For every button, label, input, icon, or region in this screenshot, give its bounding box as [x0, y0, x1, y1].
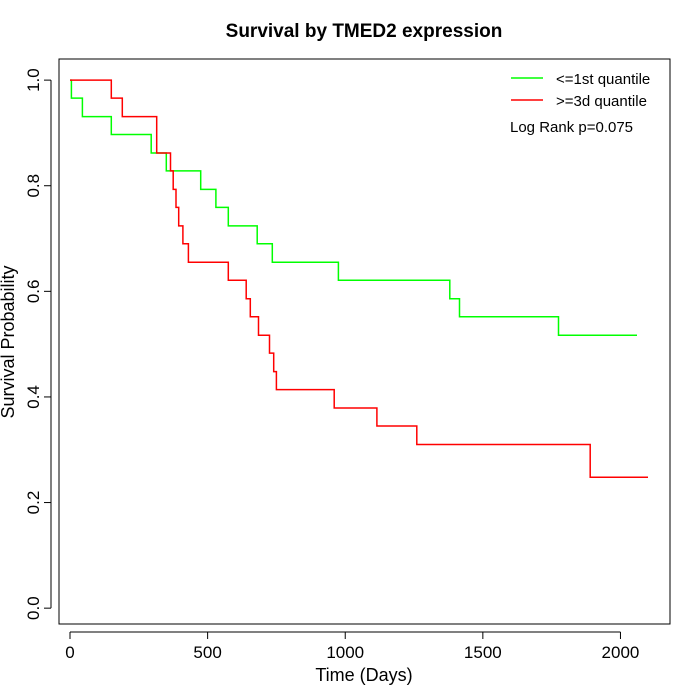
x-tick-label: 1500: [464, 643, 502, 662]
series-line-0: [70, 79, 637, 336]
y-tick-label: 1.0: [24, 68, 43, 92]
legend-label-high: >=3d quantile: [556, 93, 647, 110]
legend-label-low: <=1st quantile: [556, 71, 650, 88]
y-axis-label: Survival Probability: [0, 265, 18, 418]
x-axis-label: Time (Days): [315, 665, 412, 685]
legend: <=1st quantile >=3d quantile Log Rank p=…: [510, 71, 650, 136]
y-tick-label: 0.6: [24, 280, 43, 304]
logrank-annotation: Log Rank p=0.075: [510, 119, 633, 136]
y-tick-label: 0.2: [24, 491, 43, 515]
y-tick-label: 0.8: [24, 174, 43, 198]
x-tick-label: 0: [65, 643, 74, 662]
x-tick-label: 1000: [326, 643, 364, 662]
x-tick-label: 2000: [602, 643, 640, 662]
series-layer: [70, 79, 648, 478]
series-line-1: [70, 79, 648, 478]
chart-title: Survival by TMED2 expression: [226, 21, 503, 42]
x-tick-label: 500: [193, 643, 221, 662]
plot-area: [58, 58, 671, 625]
y-tick-label: 0.4: [24, 385, 43, 409]
y-tick-label: 0.0: [24, 596, 43, 620]
y-axis: 0.0 0.2 0.4 0.6 0.8 1.0: [24, 68, 52, 620]
x-axis: 0 500 1000 1500 2000: [65, 631, 640, 662]
